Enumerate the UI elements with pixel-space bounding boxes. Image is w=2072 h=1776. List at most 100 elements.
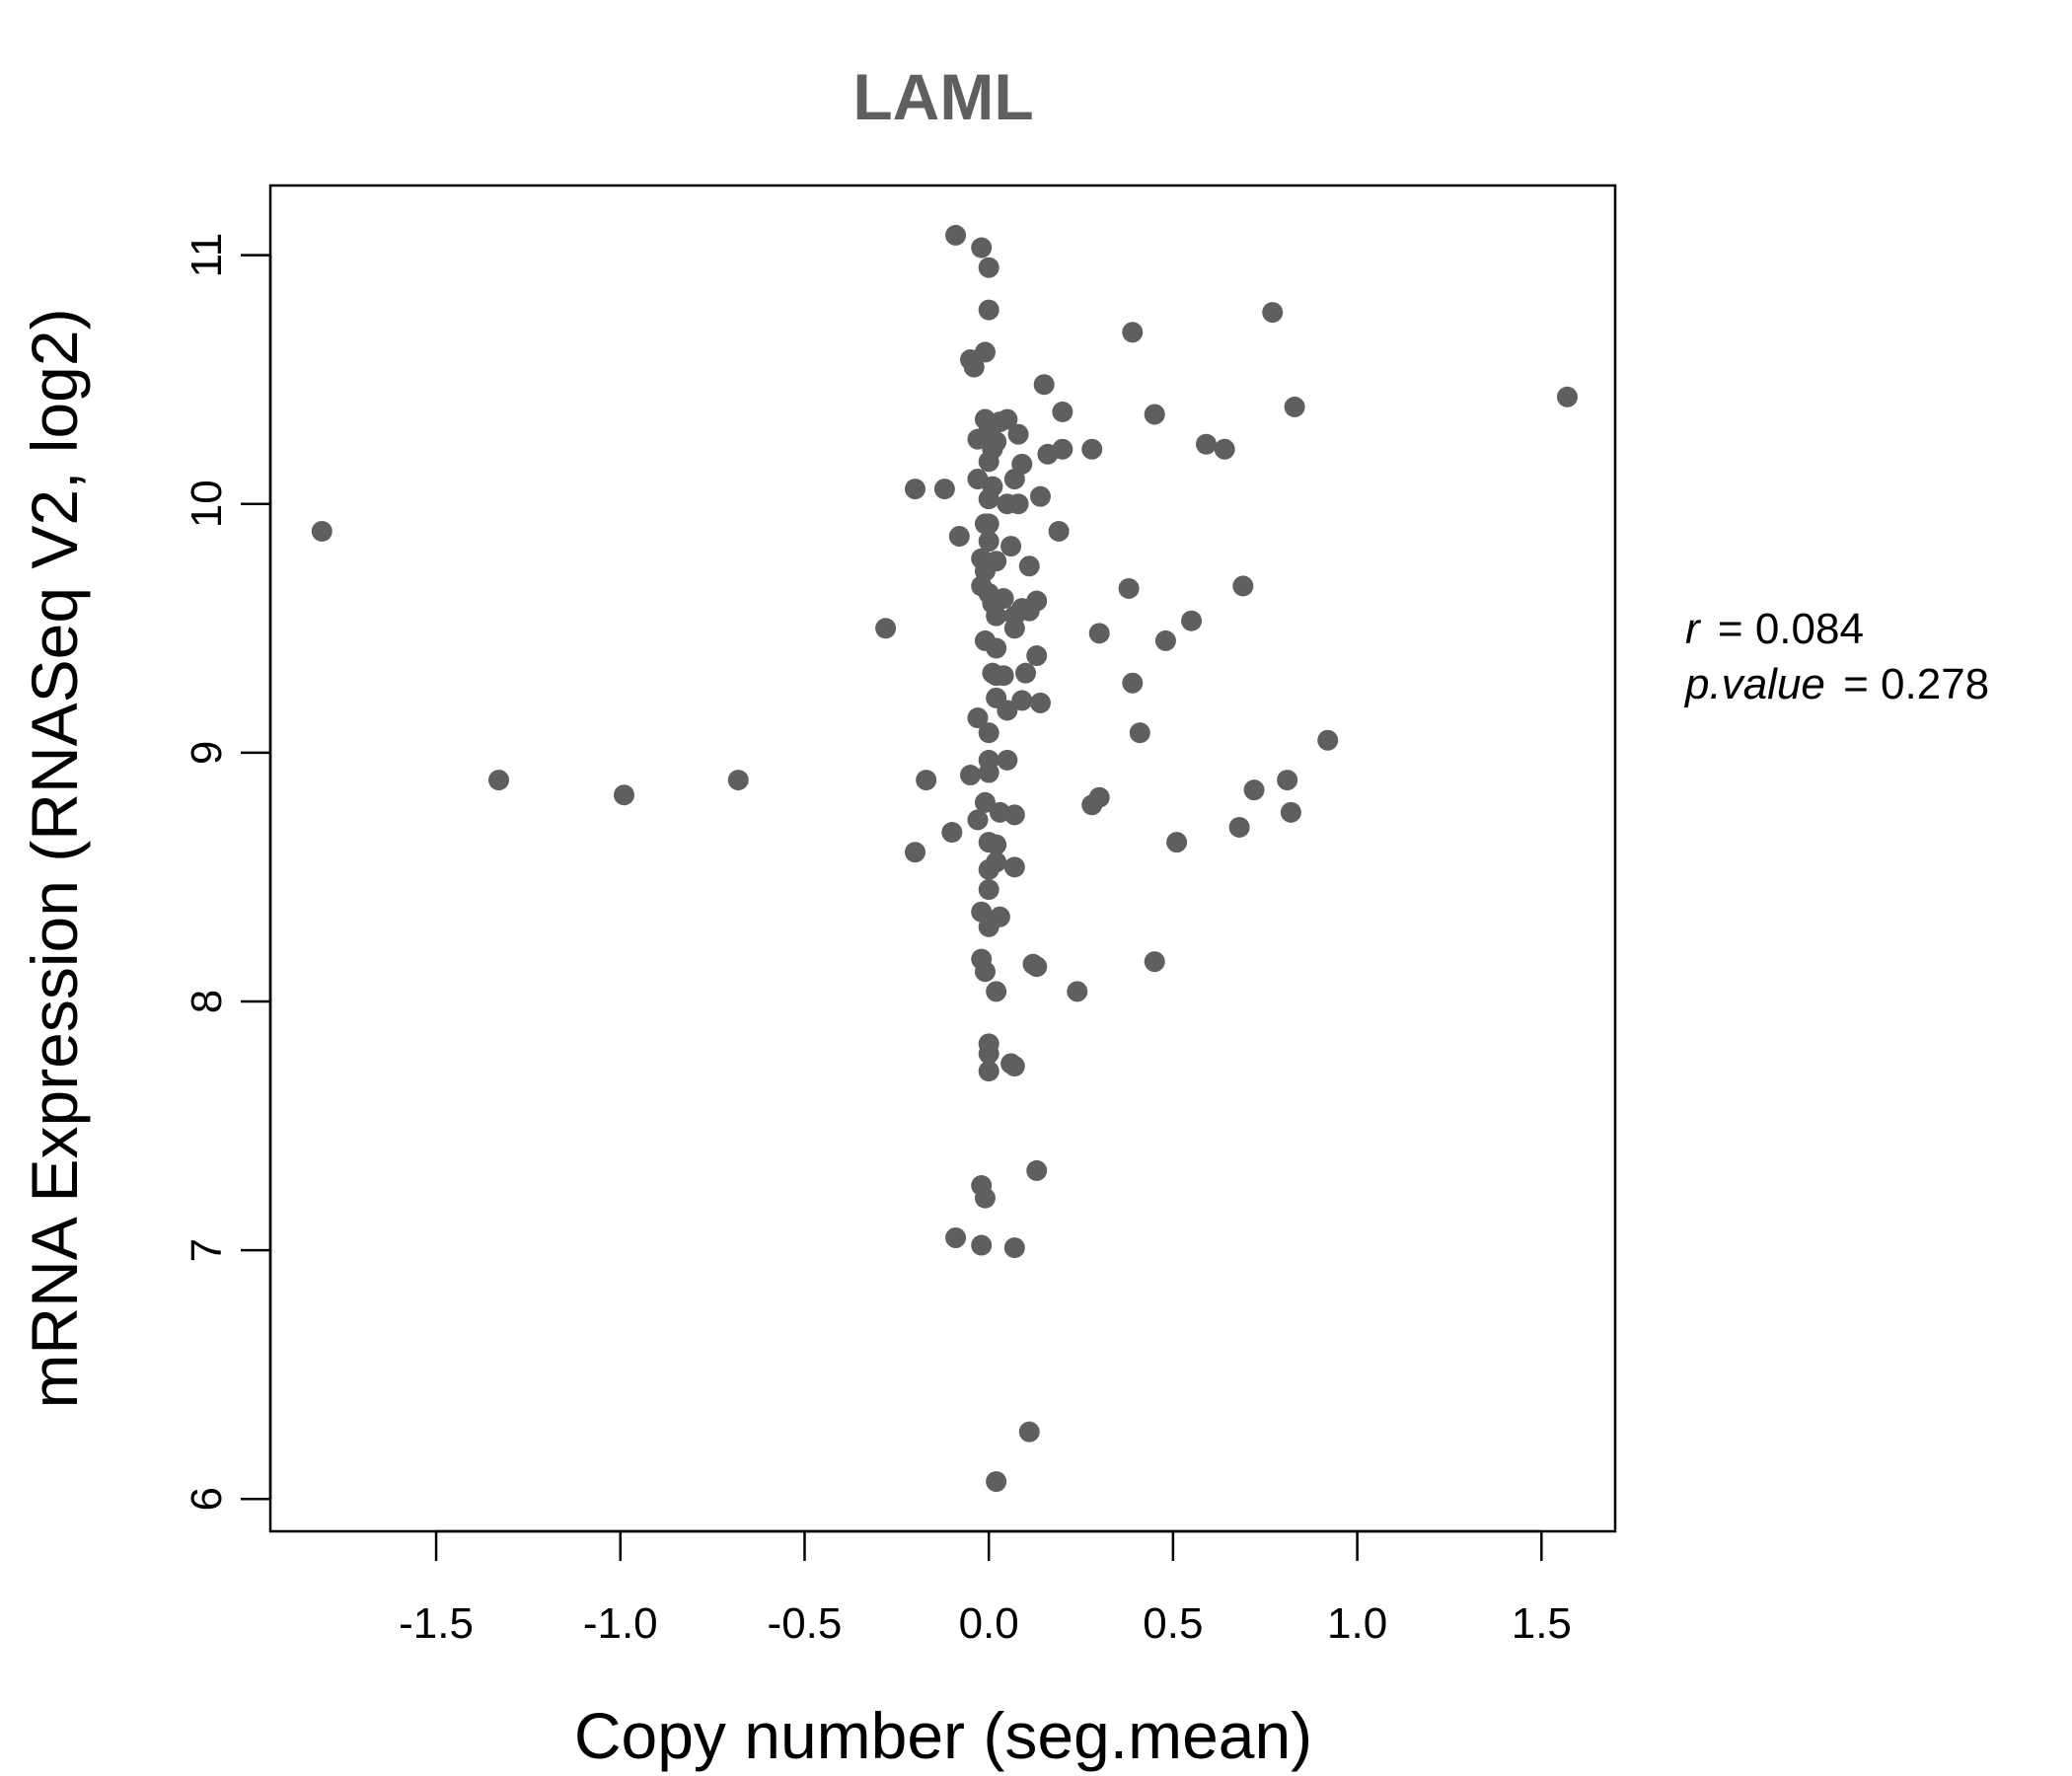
data-point [1232, 575, 1254, 597]
data-point [1280, 801, 1301, 823]
data-point [613, 784, 634, 806]
data-point [1007, 423, 1029, 445]
data-point [978, 722, 999, 744]
data-point [1003, 469, 1025, 490]
data-point [974, 791, 996, 813]
x-tick-label: 0.5 [1143, 1599, 1203, 1648]
data-point [1277, 770, 1298, 791]
data-point [978, 832, 999, 853]
y-tick-label: 7 [183, 1238, 231, 1262]
data-point [1067, 981, 1088, 1002]
data-point [1166, 832, 1188, 853]
data-point [974, 1187, 996, 1209]
data-point [978, 879, 999, 901]
data-point [1118, 577, 1140, 599]
data-point [1000, 536, 1022, 557]
data-point [1129, 722, 1150, 744]
data-point [1195, 433, 1217, 455]
data-point [1015, 662, 1037, 684]
data-point [974, 341, 996, 363]
data-point [963, 356, 985, 378]
data-point [1284, 396, 1305, 417]
correlation-stats: r = 0.084 p.value = 0.278 [1683, 605, 1989, 708]
data-point [993, 588, 1014, 610]
y-tick-label: 9 [183, 741, 231, 765]
data-point [1181, 610, 1203, 631]
data-point [945, 1226, 967, 1248]
data-point [1556, 386, 1578, 407]
x-tick-label: 1.0 [1327, 1599, 1387, 1648]
data-point [1018, 600, 1040, 622]
data-point [997, 749, 1018, 771]
x-tick-label: -1.5 [399, 1599, 474, 1648]
stat-p-name: p.value [1683, 660, 1825, 708]
data-point [1026, 956, 1048, 978]
data-point [978, 299, 999, 321]
data-point [727, 770, 749, 791]
x-tick-label: 1.5 [1512, 1599, 1572, 1648]
data-point [311, 520, 333, 542]
data-point [904, 842, 925, 863]
x-axis: -1.5 -1.0 -0.5 0.0 0.5 1.0 1.5 [399, 1529, 1572, 1648]
data-point [1243, 779, 1265, 801]
data-point [978, 762, 999, 783]
data-point [974, 961, 996, 983]
data-point [978, 1043, 999, 1065]
data-point [967, 707, 989, 729]
data-point [1048, 520, 1070, 542]
data-point [1033, 374, 1055, 396]
data-point [945, 224, 967, 246]
data-point [1007, 493, 1029, 515]
data-point [1029, 485, 1051, 507]
data-point [1144, 404, 1165, 425]
data-point [1122, 322, 1144, 343]
data-point [986, 981, 1007, 1002]
data-point [916, 770, 937, 791]
stat-p: p.value = 0.278 [1683, 660, 1989, 708]
y-tick-label: 6 [183, 1487, 231, 1511]
data-point [967, 428, 989, 450]
stat-p-value: 0.278 [1881, 660, 1989, 708]
data-point [978, 1061, 999, 1082]
data-point [986, 605, 1007, 627]
data-point [1003, 1056, 1025, 1077]
y-tick-label: 11 [183, 233, 231, 278]
data-point [1081, 794, 1103, 816]
data-point [1026, 1159, 1048, 1181]
y-tick-label: 8 [183, 990, 231, 1013]
data-point [1026, 645, 1048, 667]
data-point [978, 257, 999, 278]
y-axis: 6 7 8 9 10 11 [183, 233, 272, 1511]
data-point [1003, 804, 1025, 826]
data-point [1018, 1421, 1040, 1443]
data-point [960, 765, 982, 786]
data-point [978, 451, 999, 473]
data-point [993, 665, 1014, 687]
stat-r-value: 0.084 [1755, 605, 1864, 653]
data-point [986, 1471, 1007, 1493]
data-point [904, 479, 925, 500]
data-point [1003, 618, 1025, 639]
data-point [1317, 729, 1339, 751]
stat-r-name: r [1685, 605, 1702, 653]
y-axis-label: mRNA Expression (RNASeq V2, log2) [18, 308, 91, 1408]
stat-r: r = 0.084 [1685, 605, 1864, 653]
data-point [997, 700, 1018, 721]
data-point [978, 531, 999, 553]
data-point [1122, 672, 1144, 694]
chart-title: LAML [852, 60, 1033, 133]
data-point [974, 513, 996, 535]
data-point [997, 408, 1018, 430]
data-point [948, 525, 970, 547]
x-tick-label: -1.0 [583, 1599, 658, 1648]
data-point [967, 809, 989, 831]
data-point [978, 858, 999, 880]
x-tick-label: 0.0 [959, 1599, 1019, 1648]
data-point [1003, 1237, 1025, 1259]
data-point [933, 479, 955, 500]
data-point [875, 618, 897, 639]
data-point [971, 237, 993, 259]
data-point [978, 916, 999, 937]
data-point [488, 770, 510, 791]
